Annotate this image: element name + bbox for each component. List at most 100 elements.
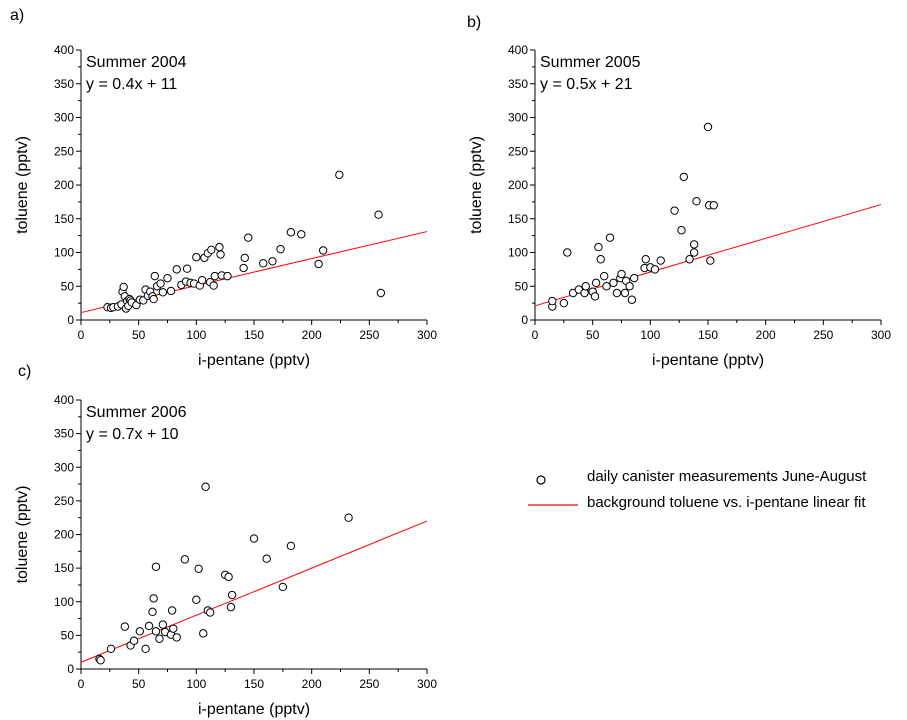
data-point <box>685 255 694 264</box>
data-point <box>605 233 615 242</box>
y-tick-label: 200 <box>54 178 74 192</box>
x-tick-label: 200 <box>302 677 322 691</box>
data-point <box>268 257 277 266</box>
data-point <box>149 294 158 304</box>
data-point <box>106 644 116 654</box>
data-point <box>286 228 296 237</box>
red-line-marker-icon <box>528 504 578 506</box>
panel-title: Summer 2005 <box>540 54 641 71</box>
x-tick-label: 300 <box>417 677 437 691</box>
data-point <box>169 624 178 633</box>
y-tick-label: 200 <box>54 528 74 542</box>
data-point <box>692 197 701 206</box>
y-tick-label: 0 <box>521 313 528 327</box>
data-point <box>215 242 224 252</box>
data-point <box>172 265 181 274</box>
y-tick-label: 350 <box>54 77 74 91</box>
data-point <box>144 621 154 631</box>
y-tick-label: 0 <box>67 662 74 676</box>
panel-label: b) <box>467 14 481 31</box>
data-point <box>244 233 253 242</box>
data-point <box>249 534 259 543</box>
data-point <box>158 288 168 297</box>
data-point <box>155 634 164 643</box>
y-tick-label: 350 <box>508 77 528 91</box>
data-point <box>559 298 569 308</box>
y-tick-label: 50 <box>61 279 75 293</box>
data-point <box>602 282 611 291</box>
y-tick-label: 150 <box>54 561 74 575</box>
y-tick-label: 200 <box>508 178 528 192</box>
x-tick-label: 0 <box>78 677 85 691</box>
x-tick-label: 150 <box>244 328 264 342</box>
data-point <box>205 608 215 617</box>
fit-equation: y = 0.5x + 21 <box>540 76 633 93</box>
data-point <box>129 636 139 645</box>
data-point <box>182 264 192 273</box>
x-tick-label: 50 <box>132 328 146 342</box>
data-point <box>596 255 605 264</box>
data-point <box>335 170 344 180</box>
y-tick-label: 400 <box>508 43 528 57</box>
x-tick-label: 300 <box>417 328 437 342</box>
data-point <box>158 620 168 629</box>
x-tick-label: 250 <box>359 677 379 691</box>
data-point <box>151 562 161 571</box>
y-axis-label: toluene (pptv) <box>468 136 485 234</box>
x-tick-label: 200 <box>302 328 322 342</box>
data-point <box>374 210 383 219</box>
y-tick-label: 300 <box>54 460 74 474</box>
y-tick-label: 250 <box>508 144 528 158</box>
data-point <box>580 288 589 298</box>
data-point <box>227 590 237 600</box>
data-point <box>594 242 603 252</box>
data-point <box>286 541 296 551</box>
data-point <box>151 627 161 636</box>
data-point <box>612 288 622 298</box>
data-point <box>620 288 630 298</box>
data-point <box>120 622 130 631</box>
data-point <box>149 594 158 603</box>
data-point <box>259 259 268 268</box>
data-point <box>677 226 686 235</box>
data-point <box>194 564 203 573</box>
y-tick-label: 150 <box>508 212 528 226</box>
y-tick-label: 400 <box>54 393 74 407</box>
y-tick-label: 300 <box>508 111 528 125</box>
y-tick-label: 300 <box>54 111 74 125</box>
data-point <box>180 555 190 564</box>
data-point <box>703 122 713 132</box>
data-point <box>226 602 236 612</box>
data-point <box>216 250 225 259</box>
data-point <box>166 286 176 296</box>
x-tick-label: 150 <box>244 677 264 691</box>
y-axis-label: toluene (pptv) <box>14 486 31 584</box>
fit-equation: y = 0.7x + 10 <box>86 426 179 443</box>
data-point <box>297 230 306 239</box>
data-point <box>670 206 679 215</box>
data-point <box>207 245 216 255</box>
y-tick-label: 250 <box>54 494 74 508</box>
x-tick-label: 250 <box>359 328 379 342</box>
data-point <box>548 296 557 306</box>
fit-equation: y = 0.4x + 11 <box>86 76 177 93</box>
y-tick-label: 250 <box>54 144 74 158</box>
chart-panel-2: c) 0 50 100 150 200 250 300 0 50 100 150 200 250 300 35… <box>14 363 437 718</box>
x-tick-label: 50 <box>586 328 600 342</box>
data-point <box>148 607 157 617</box>
x-tick-label: 100 <box>186 677 206 691</box>
data-point <box>239 263 248 273</box>
x-axis-label: i-pentane (pptv) <box>652 352 764 369</box>
y-tick-label: 400 <box>54 43 74 57</box>
chart-panel-0: a) 0 50 100 150 200 250 300 0 50 100 150 200 250 300 35… <box>10 7 437 369</box>
data-point <box>627 295 637 304</box>
panel-label: c) <box>18 363 31 380</box>
data-point <box>278 582 288 592</box>
data-point <box>201 482 210 491</box>
data-point <box>276 244 285 254</box>
y-tick-label: 100 <box>54 595 74 609</box>
y-tick-label: 350 <box>54 427 74 441</box>
data-point <box>650 265 660 274</box>
open-circle-marker-icon <box>536 475 546 485</box>
